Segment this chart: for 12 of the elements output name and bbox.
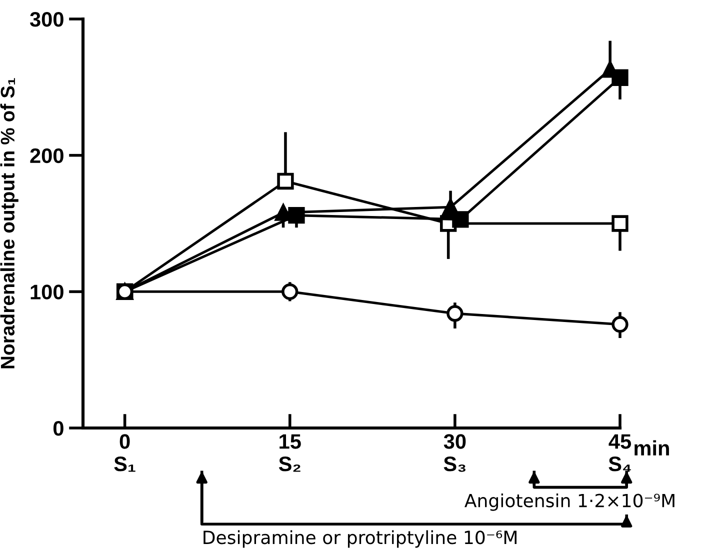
y-tick-label: 0 — [53, 421, 64, 436]
x-tick-label: 15 S₂ — [278, 434, 301, 472]
x-tick-label: 0 S₁ — [114, 434, 136, 472]
y-tick-label: 300 — [30, 12, 64, 27]
text: Angiotensin 1·2×10⁻⁹M — [464, 493, 674, 511]
y-axis-title: Noradrenaline output in % of S₁ — [0, 78, 18, 368]
text: Desipramine or protriptyline 10⁻⁶M — [204, 530, 516, 548]
x-tick-label: 30 S₃ — [444, 434, 466, 472]
y-tick-label: 200 — [30, 148, 64, 164]
y-tick-label: 100 — [30, 284, 64, 300]
text: min — [634, 440, 669, 456]
x-tick-label: 45 S₄ — [608, 434, 632, 472]
